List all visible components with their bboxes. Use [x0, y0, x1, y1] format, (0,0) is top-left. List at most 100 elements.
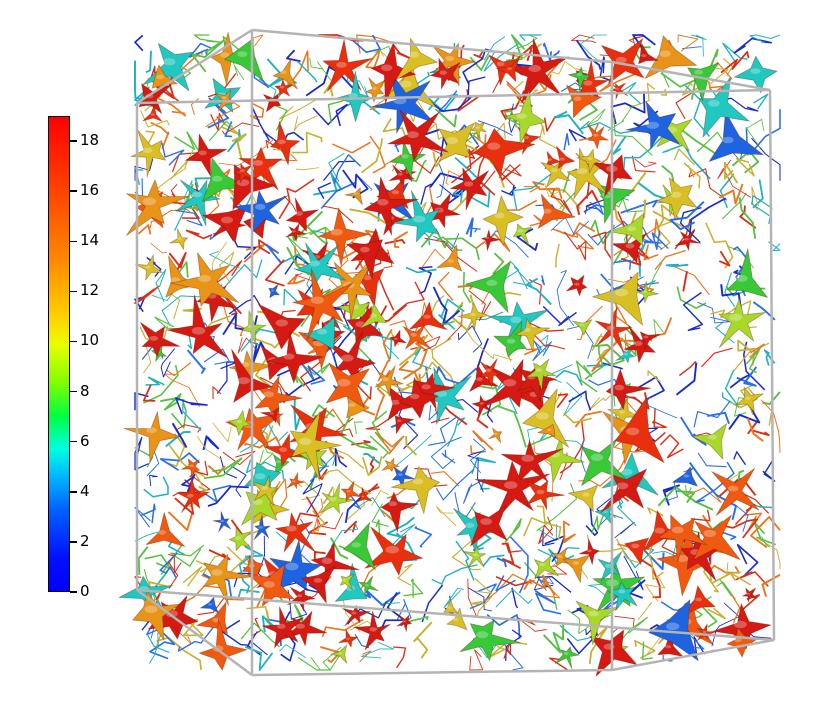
fiber — [534, 575, 572, 593]
pore-blob — [473, 128, 536, 176]
fiber — [134, 295, 146, 313]
pore-blob-highlight — [255, 203, 266, 210]
pore-blob — [387, 386, 419, 421]
pore-blob — [567, 484, 598, 513]
fiber — [309, 57, 332, 81]
pore-blob-highlight — [683, 474, 690, 478]
fiber — [155, 268, 167, 303]
fiber — [523, 505, 546, 537]
pore-blob-highlight — [507, 67, 512, 70]
pore-blob — [202, 157, 249, 202]
pore-blob-highlight — [297, 594, 303, 598]
fiber — [660, 72, 697, 100]
fiber — [718, 518, 759, 539]
pore-blob — [568, 66, 591, 91]
fiber — [722, 531, 737, 541]
pore-blob-highlight — [381, 64, 393, 72]
fiber — [168, 444, 204, 487]
pore-blob — [462, 545, 487, 568]
pore-blob-highlight — [487, 142, 501, 150]
fiber — [278, 98, 319, 120]
fiber — [574, 410, 602, 428]
fiber — [513, 80, 539, 104]
pore-blob-highlight — [722, 136, 734, 144]
fiber — [291, 131, 323, 154]
pore-blob — [643, 510, 687, 551]
fiber — [392, 281, 425, 316]
pore-blob-highlight — [198, 150, 207, 156]
pore-blob-highlight — [684, 237, 689, 241]
fiber — [384, 238, 406, 245]
fiber — [145, 376, 165, 386]
pore-blob-highlight — [298, 437, 312, 445]
fiber — [371, 410, 388, 443]
fiber — [160, 348, 176, 378]
fiber — [332, 141, 371, 154]
pore-blob — [672, 466, 698, 487]
pore-blob-highlight — [536, 489, 545, 495]
fiber — [176, 424, 202, 433]
fiber — [140, 503, 156, 524]
fiber — [330, 522, 359, 548]
fiber — [768, 241, 781, 252]
fiber — [659, 434, 684, 459]
pore-blob — [289, 411, 342, 482]
pore-blob — [338, 629, 358, 648]
pore-blob — [295, 242, 347, 286]
pore-blob — [453, 508, 498, 556]
fiber — [678, 360, 697, 377]
fiber — [730, 571, 752, 586]
fiber — [328, 233, 362, 290]
pore-blob-highlight — [523, 327, 532, 332]
pore-blob-highlight — [480, 518, 492, 525]
fiber — [690, 509, 711, 522]
pore-blob-highlight — [239, 169, 245, 173]
fiber — [739, 205, 757, 229]
pore-blob — [169, 228, 188, 250]
pore-blob-highlight — [694, 69, 704, 75]
fiber — [421, 248, 445, 269]
fiber — [675, 92, 692, 120]
colorbar-tick-label: 2 — [80, 531, 90, 550]
fiber — [544, 183, 561, 198]
pore-blob — [581, 438, 629, 487]
pore-blob — [708, 111, 764, 162]
pore-blob-highlight — [277, 139, 286, 145]
box-edge — [611, 638, 775, 672]
pore-blob — [241, 310, 267, 344]
pore-blob — [370, 42, 416, 104]
fiber — [313, 551, 326, 561]
fiber — [380, 602, 401, 605]
fiber — [643, 244, 659, 261]
pore-blob-highlight — [410, 393, 420, 400]
fiber — [665, 263, 689, 268]
pore-blob-highlight — [485, 368, 492, 372]
pore-blob — [657, 514, 708, 563]
fiber — [377, 328, 393, 382]
fiber — [433, 366, 478, 385]
colorbar-tick — [70, 290, 77, 293]
pore-blob-highlight — [615, 56, 627, 64]
fiber — [469, 227, 481, 233]
pore-blob-highlight — [275, 460, 282, 464]
fiber — [571, 34, 597, 44]
fiber — [651, 230, 669, 251]
colorbar-tick-label: 12 — [80, 281, 100, 300]
pore-blob — [387, 109, 449, 162]
fiber — [634, 158, 657, 168]
fiber — [683, 162, 701, 189]
pore-blob-highlight — [703, 529, 717, 538]
fiber — [397, 563, 413, 586]
pore-blob-highlight — [396, 419, 402, 423]
fiber — [637, 182, 666, 200]
fiber — [317, 512, 344, 532]
fiber — [403, 578, 424, 598]
fiber — [700, 347, 733, 368]
pore-blob — [125, 179, 190, 236]
fiber — [154, 316, 187, 330]
pore-blob-highlight — [603, 510, 608, 513]
fiber — [196, 436, 223, 461]
fiber — [536, 483, 578, 532]
pore-blob-highlight — [186, 493, 194, 498]
